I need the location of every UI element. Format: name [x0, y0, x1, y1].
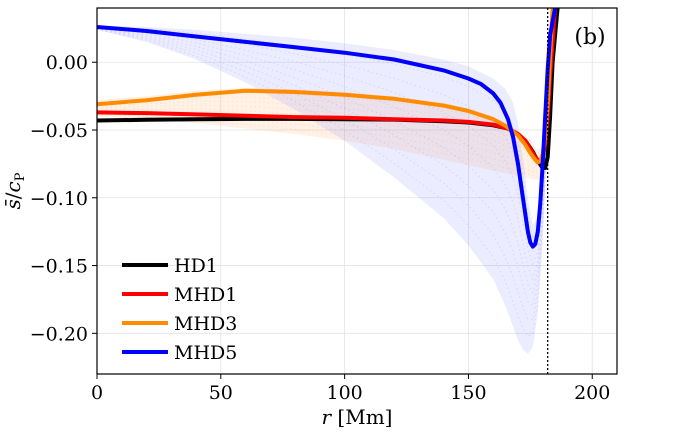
panel-label: (b): [574, 25, 605, 50]
grid: [96, 8, 617, 374]
x-tick-label: 100: [326, 382, 362, 404]
envelope-trace-mhd3: [97, 114, 549, 178]
envelope-trace-mhd5: [97, 10, 554, 241]
x-tick-label: 200: [574, 382, 610, 404]
y-tick-label: −0.05: [30, 120, 88, 142]
envelope-mhd3: [97, 88, 548, 181]
plot-frame: [96, 7, 618, 375]
legend-label-hd1: HD1: [174, 255, 218, 277]
legend-label-mhd5: MHD5: [174, 342, 237, 364]
y-tick-label: −0.20: [30, 323, 88, 345]
y-tick-label: −0.15: [30, 256, 88, 278]
plot-background: [97, 8, 617, 374]
y-axis-title: s̄/cP: [1, 172, 28, 209]
envelope-trace-mhd3: [97, 110, 549, 171]
x-tick-label: 50: [209, 382, 233, 404]
series-lines: [97, 8, 560, 249]
envelope-trace-mhd5: [97, 16, 554, 268]
series-line-mhd5: [97, 8, 558, 249]
envelope-mhd5: [97, 8, 553, 354]
envelope-trace-mhd5: [97, 26, 554, 308]
envelope-trace-mhd3: [97, 104, 549, 165]
x-tick-label: 150: [450, 382, 486, 404]
legend-label-mhd1: MHD1: [174, 284, 237, 306]
envelope-trace-mhd5: [97, 23, 554, 295]
x-axis-title: r [Mm]: [322, 405, 393, 429]
axis-ticks: 0 50 100 150 200 0.00 −0.05 −0.10 −0.15 −0.20: [30, 52, 611, 404]
x-tick-label: 0: [91, 382, 103, 404]
y-tick-label: −0.10: [30, 188, 88, 210]
shaded-envelopes: [97, 8, 554, 354]
legend-label-mhd3: MHD3: [174, 313, 237, 335]
envelope-trace-mhd5: [97, 13, 554, 254]
legend: HD1 MHD1 MHD3 MHD5: [122, 255, 237, 364]
envelope-trace-mhd3: [97, 96, 549, 158]
envelope-trace-mhd3: [97, 108, 549, 168]
y-tick-label: 0.00: [46, 52, 88, 74]
envelope-trace-mhd3: [97, 91, 549, 155]
envelope-trace-mhd5: [97, 19, 554, 281]
